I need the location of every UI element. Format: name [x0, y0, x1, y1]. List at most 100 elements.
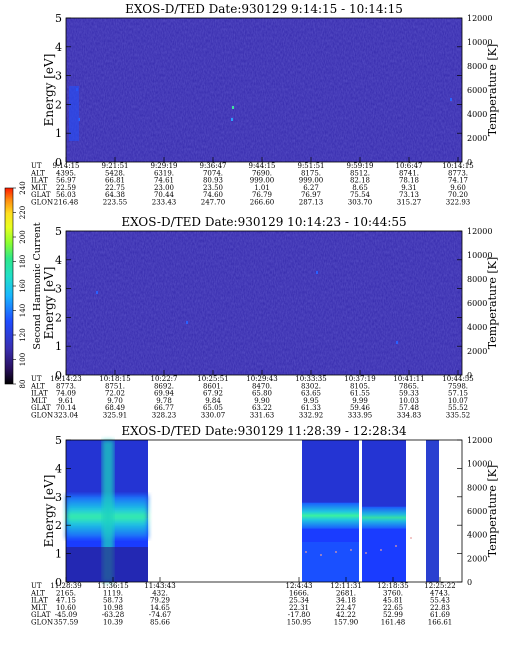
- y2-axis-label: Temperature [K]: [486, 465, 499, 557]
- table-cell: 80.93: [203, 177, 223, 185]
- table-cell: 57.48: [399, 404, 419, 412]
- table-cell: 22.75: [105, 184, 125, 192]
- table-cell: 10:41:11: [393, 375, 424, 383]
- table-cell: 1.01: [254, 184, 270, 192]
- table-cell: 45.81: [383, 597, 403, 605]
- table-cell: 66.77: [154, 404, 174, 412]
- y-tick-label: 4: [55, 254, 62, 267]
- temperature-point: [410, 537, 412, 539]
- panel-2: EXOS-D/TED Date:930129 10:14:23 - 10:44:…: [30, 215, 499, 420]
- table-cell: 76.97: [301, 191, 321, 199]
- table-cell: 161.48: [381, 619, 406, 627]
- table-cell: 1119.: [103, 589, 123, 597]
- table-cell: 166.61: [428, 619, 453, 627]
- data-speck: [186, 321, 188, 324]
- row-label: GLON: [31, 619, 53, 627]
- table-cell: 12:18:35: [377, 582, 408, 590]
- row-label: UT: [31, 375, 42, 383]
- row-label: UT: [31, 582, 42, 590]
- y2-tick-label: 2000: [467, 347, 487, 356]
- table-cell: 85.66: [150, 619, 171, 627]
- table-cell: 72.02: [105, 390, 125, 398]
- table-cell: 10.98: [103, 604, 123, 612]
- table-cell: 74.61: [154, 177, 174, 185]
- table-cell: 12:11:31: [330, 582, 361, 590]
- table-cell: 65.80: [252, 390, 272, 398]
- table-cell: 8773.: [56, 382, 76, 390]
- table-cell: 323.04: [54, 412, 79, 420]
- table-cell: 8175.: [301, 169, 321, 177]
- table-cell: 69.94: [154, 390, 175, 398]
- y2-tick-label: 4000: [467, 110, 487, 119]
- data-column: [102, 440, 114, 582]
- table-cell: -74.67: [149, 611, 171, 619]
- plot-texture: [66, 18, 462, 162]
- table-cell: 7690.: [252, 169, 272, 177]
- table-cell: 331.63: [250, 412, 275, 420]
- table-cell: 76.79: [252, 191, 272, 199]
- y-axis-label: Energy [eV]: [42, 475, 56, 548]
- y2-tick-label: 0: [467, 158, 472, 167]
- table-cell: 999.00: [250, 177, 275, 185]
- table-cell: 25.34: [289, 597, 310, 605]
- y2-tick-label: 4000: [467, 531, 487, 540]
- row-label: ALT: [30, 589, 45, 597]
- table-cell: 9.61: [58, 397, 74, 405]
- table-cell: 4743.: [430, 589, 450, 597]
- row-label: ILAT: [31, 177, 48, 185]
- table-cell: 4395.: [56, 169, 76, 177]
- y2-tick-label: 2000: [467, 554, 487, 563]
- y-tick-label: 2: [55, 311, 62, 324]
- colorbar-ticks: 80 100 120 140 160 180 200 220 240: [13, 181, 27, 388]
- table-cell: 73.13: [399, 191, 419, 199]
- table-cell: 82.18: [350, 177, 370, 185]
- table-cell: 22.47: [336, 604, 356, 612]
- table-cell: 10.03: [399, 397, 419, 405]
- table-cell: 55.52: [448, 404, 468, 412]
- table-cell: 325.91: [103, 412, 128, 420]
- y2-tick-label: 12000: [467, 227, 492, 236]
- y2-tick-label: 4000: [467, 323, 487, 332]
- table-cell: -45.09: [55, 611, 77, 619]
- table-cell: 9.70: [107, 397, 123, 405]
- y2-tick-label: 6000: [467, 507, 487, 516]
- table-cell: 8512.: [350, 169, 370, 177]
- data-low: [66, 547, 148, 582]
- table-cell: 9:14:15: [53, 162, 80, 170]
- panel-1: EXOS-D/TED Date:930129 9:14:15 - 10:14:1…: [30, 2, 499, 207]
- table-cell: 8302.: [301, 382, 321, 390]
- table-cell: 266.60: [250, 199, 275, 207]
- table-cell: 2681.: [336, 589, 356, 597]
- colorbar-tick-label: 140: [19, 304, 27, 317]
- table-cell: 333.95: [348, 412, 373, 420]
- table-cell: 10:14:15: [442, 162, 473, 170]
- table-cell: 303.70: [348, 199, 373, 207]
- table-cell: 8692.: [154, 382, 174, 390]
- y-axis-label: Energy [eV]: [42, 54, 56, 127]
- data-speck: [396, 341, 398, 344]
- table-cell: 8741.: [399, 169, 419, 177]
- table-cell: 14.65: [150, 604, 170, 612]
- data-speck: [450, 98, 452, 101]
- table-cell: 247.70: [201, 199, 226, 207]
- table-cell: 8751.: [105, 382, 125, 390]
- table-cell: 64.38: [105, 191, 125, 199]
- colorbar-tick-label: 100: [19, 353, 27, 366]
- table-cell: 58.73: [103, 597, 123, 605]
- table-cell: 74.09: [56, 390, 76, 398]
- colorbar-label: Second Harmonic Current: [32, 222, 43, 349]
- table-cell: 10.07: [448, 397, 468, 405]
- row-label: MLT: [31, 604, 47, 612]
- y-axis-label: Energy [eV]: [42, 267, 56, 340]
- plot-texture: [66, 231, 462, 375]
- table-cell: 7865.: [399, 382, 419, 390]
- data-speck: [316, 271, 318, 274]
- colorbar-tick-label: 120: [19, 328, 27, 341]
- temperature-point: [380, 549, 382, 551]
- temperature-point: [320, 554, 322, 556]
- table-cell: 9:59:19: [347, 162, 374, 170]
- colorbar-tick-label: 160: [19, 279, 27, 292]
- table-cell: 9.99: [352, 397, 368, 405]
- y2-tick-label: 6000: [467, 299, 487, 308]
- y2-tick-label: 0: [467, 578, 472, 587]
